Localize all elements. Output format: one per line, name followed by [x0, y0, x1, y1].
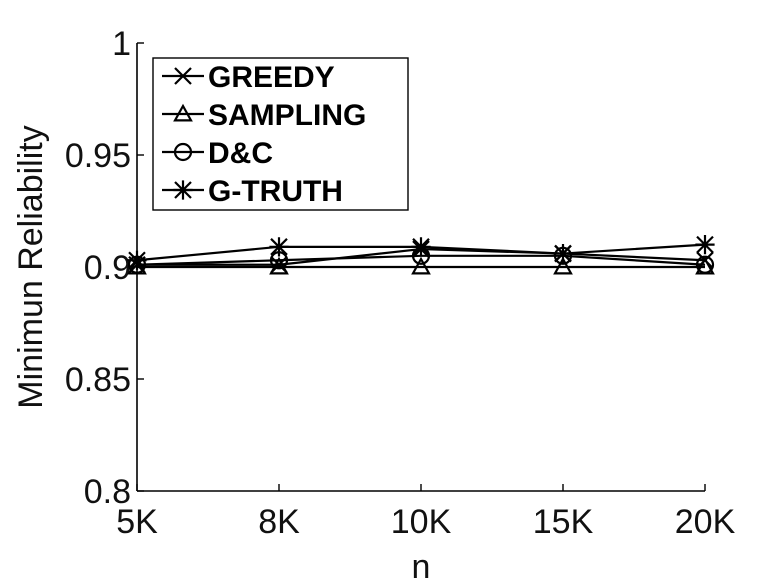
- y-tick-label: 0.9: [84, 249, 131, 287]
- star-marker: [269, 237, 289, 257]
- y-tick-label: 0.95: [65, 137, 131, 175]
- triangle-marker: [173, 103, 193, 122]
- star-marker: [695, 235, 715, 255]
- y-axis-label: Minimun Reliability: [12, 125, 50, 408]
- circle-marker: [173, 142, 193, 162]
- legend-label: GREEDY: [208, 61, 335, 94]
- legend-box: [152, 57, 409, 211]
- y-tick-label: 0.8: [84, 473, 131, 511]
- legend-entry: GREEDY: [162, 61, 335, 94]
- star-marker: [127, 250, 147, 270]
- series-layer: [127, 235, 715, 275]
- legend-label: D&C: [208, 137, 273, 170]
- series-g-truth: [127, 235, 715, 270]
- star-marker: [553, 243, 573, 264]
- triangle-marker: [411, 256, 431, 275]
- star-marker: [411, 237, 431, 257]
- legend-entry: SAMPLING: [162, 99, 366, 132]
- x-tick-label: 20K: [675, 503, 736, 541]
- legend-label: SAMPLING: [208, 99, 366, 132]
- legend-entry: G-TRUTH: [162, 175, 343, 208]
- x-tick-label: 10K: [391, 503, 452, 541]
- legend-entry: D&C: [162, 137, 273, 170]
- x-tick-label: 8K: [258, 503, 300, 541]
- y-tick-label: 1: [112, 25, 131, 63]
- star-marker: [173, 180, 193, 200]
- x-marker: [174, 67, 192, 85]
- x-ticks: 5K 8K 10K 15K 20K: [116, 484, 736, 541]
- x-tick-label: 5K: [116, 503, 158, 541]
- y-tick-label: 0.85: [65, 361, 131, 399]
- x-tick-label: 15K: [533, 503, 594, 541]
- legend: GREEDY SAMPLING D&C G-TRUTH: [152, 57, 409, 211]
- legend-label: G-TRUTH: [208, 175, 343, 208]
- triangle-marker: [553, 256, 573, 275]
- x-axis-label: n: [412, 548, 431, 584]
- y-ticks: 0.8 0.85 0.9 0.95 1: [65, 25, 144, 511]
- circle-marker: [695, 255, 715, 274]
